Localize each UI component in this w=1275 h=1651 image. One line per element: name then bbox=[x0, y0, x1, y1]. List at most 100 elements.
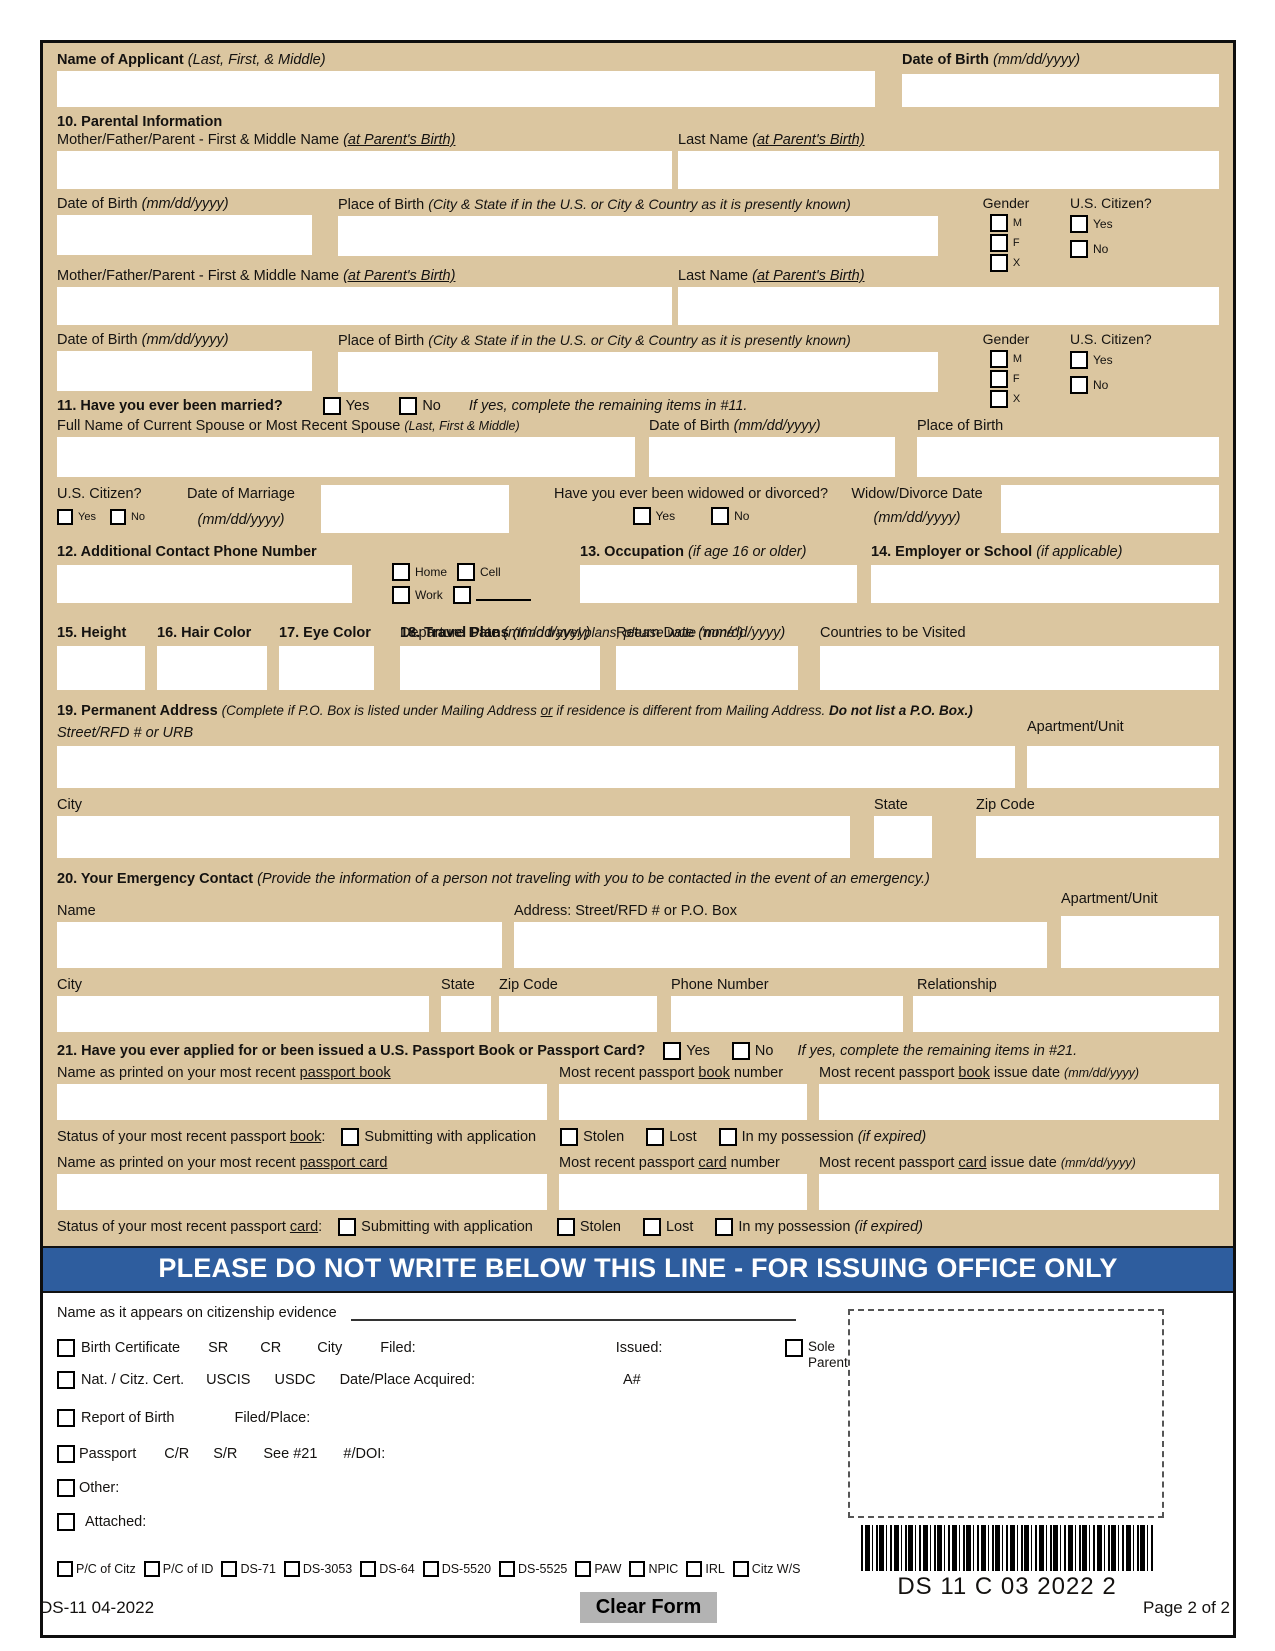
phone-other-checkbox[interactable] bbox=[452, 586, 471, 604]
emergency-phone-input[interactable] bbox=[671, 996, 903, 1032]
npic-checkbox[interactable] bbox=[629, 1561, 646, 1577]
other-checkbox[interactable] bbox=[57, 1479, 75, 1497]
card-submitting-checkbox[interactable] bbox=[338, 1218, 357, 1236]
book-number-input[interactable] bbox=[559, 1084, 807, 1120]
passport-evidence-checkbox[interactable] bbox=[57, 1445, 75, 1463]
perm-zip-input[interactable] bbox=[976, 816, 1219, 858]
employer-input[interactable] bbox=[871, 565, 1219, 603]
city-label: City bbox=[317, 1340, 343, 1356]
passport-no-checkbox[interactable] bbox=[731, 1042, 750, 1060]
widow-date-input[interactable] bbox=[1001, 485, 1219, 533]
pc-of-citz-checkbox[interactable] bbox=[57, 1561, 73, 1577]
perm-state-input[interactable] bbox=[874, 816, 932, 858]
passport-yes-checkbox[interactable] bbox=[663, 1042, 682, 1060]
emergency-name-input[interactable] bbox=[57, 922, 502, 968]
card-issue-input[interactable] bbox=[819, 1174, 1219, 1210]
spouse-citizen-yes-checkbox[interactable] bbox=[57, 509, 73, 525]
book-stolen-checkbox[interactable] bbox=[560, 1128, 579, 1146]
spouse-pob-label: Place of Birth bbox=[917, 418, 1004, 434]
emergency-apartment-input[interactable] bbox=[1061, 916, 1219, 968]
phone-home-checkbox[interactable] bbox=[392, 563, 410, 581]
paw-checkbox[interactable] bbox=[575, 1561, 592, 1577]
clear-form-button[interactable]: Clear Form bbox=[579, 1592, 718, 1623]
parent2-gender-x-checkbox[interactable] bbox=[989, 390, 1008, 408]
spouse-citizen-no-checkbox[interactable] bbox=[109, 509, 126, 525]
occupation-input[interactable] bbox=[580, 565, 857, 603]
ds-5520-checkbox[interactable] bbox=[422, 1561, 439, 1577]
spouse-dob-input[interactable] bbox=[649, 437, 895, 477]
parent2-gender-f-checkbox[interactable] bbox=[989, 370, 1008, 388]
spouse-name-input[interactable] bbox=[57, 437, 635, 477]
parent2-first-middle-input[interactable] bbox=[57, 287, 672, 325]
card-name-input[interactable] bbox=[57, 1174, 547, 1210]
attached-checkbox[interactable] bbox=[57, 1513, 75, 1531]
report-of-birth-checkbox[interactable] bbox=[57, 1409, 75, 1427]
card-possession-checkbox[interactable] bbox=[715, 1218, 734, 1236]
widowed-no-checkbox[interactable] bbox=[711, 507, 730, 525]
parent1-gender-m-checkbox[interactable] bbox=[989, 214, 1008, 232]
citizenship-evidence-line[interactable] bbox=[350, 1306, 796, 1321]
parent2-dob-input[interactable] bbox=[57, 351, 312, 391]
birth-certificate-checkbox[interactable] bbox=[57, 1339, 75, 1357]
ds-71-checkbox[interactable] bbox=[221, 1561, 238, 1577]
departure-date-input[interactable] bbox=[400, 646, 600, 690]
phone-work-checkbox[interactable] bbox=[392, 586, 410, 604]
parent1-first-middle-input[interactable] bbox=[57, 151, 672, 189]
parent1-pob-input[interactable] bbox=[338, 216, 938, 256]
book-possession-checkbox[interactable] bbox=[718, 1128, 737, 1146]
parent1-citizen-yes-checkbox[interactable] bbox=[1070, 215, 1088, 233]
card-lost-checkbox[interactable] bbox=[642, 1218, 661, 1236]
return-date-input[interactable] bbox=[616, 646, 798, 690]
height-input[interactable] bbox=[57, 646, 145, 690]
married-yes-checkbox[interactable] bbox=[322, 397, 341, 415]
parent2-last-input[interactable] bbox=[678, 287, 1219, 325]
parent2-gender-m-checkbox[interactable] bbox=[989, 350, 1008, 368]
parent2-pob-input[interactable] bbox=[338, 352, 938, 392]
sole-parent-checkbox[interactable] bbox=[785, 1339, 803, 1357]
card-stolen-checkbox[interactable] bbox=[556, 1218, 575, 1236]
irl-checkbox[interactable] bbox=[686, 1561, 703, 1577]
married-no-checkbox[interactable] bbox=[399, 397, 418, 415]
widowed-yes-checkbox[interactable] bbox=[632, 507, 651, 525]
parent2-last-label: Last Name bbox=[678, 268, 749, 284]
ds-5525-checkbox[interactable] bbox=[499, 1561, 516, 1577]
emergency-city-input[interactable] bbox=[57, 996, 429, 1032]
section13-title: 13. Occupation bbox=[580, 544, 684, 560]
citz-ws-checkbox[interactable] bbox=[732, 1561, 749, 1577]
marriage-date-input[interactable] bbox=[321, 485, 509, 533]
emergency-relationship-input[interactable] bbox=[913, 996, 1219, 1032]
card-number-input[interactable] bbox=[559, 1174, 807, 1210]
nat-citz-cert-checkbox[interactable] bbox=[57, 1371, 75, 1389]
applicant-dob-input[interactable] bbox=[902, 74, 1219, 107]
emergency-state-input[interactable] bbox=[441, 996, 491, 1032]
emergency-address-input[interactable] bbox=[514, 922, 1047, 968]
parent2-citizen-yes-checkbox[interactable] bbox=[1070, 351, 1088, 369]
perm-city-input[interactable] bbox=[57, 816, 850, 858]
applicant-name-input[interactable] bbox=[57, 71, 875, 107]
eye-color-input[interactable] bbox=[279, 646, 374, 690]
spouse-pob-input[interactable] bbox=[917, 437, 1219, 477]
book-name-input[interactable] bbox=[57, 1084, 547, 1120]
parent2-citizen-no-checkbox[interactable] bbox=[1070, 376, 1088, 394]
ds-64-checkbox[interactable] bbox=[360, 1561, 377, 1577]
emergency-zip-input[interactable] bbox=[499, 996, 657, 1032]
street-input[interactable] bbox=[57, 746, 1015, 788]
apartment-input[interactable] bbox=[1027, 746, 1219, 788]
phone-cell-checkbox[interactable] bbox=[457, 563, 476, 581]
parent1-last-input[interactable] bbox=[678, 151, 1219, 189]
parent1-first-middle-label: Mother/Father/Parent - First & Middle Na… bbox=[57, 132, 340, 148]
parent1-gender-f-checkbox[interactable] bbox=[989, 234, 1008, 252]
book-submitting-checkbox[interactable] bbox=[341, 1128, 360, 1146]
parent1-citizen-no-checkbox[interactable] bbox=[1070, 240, 1088, 258]
parent1-dob-input[interactable] bbox=[57, 215, 312, 255]
hair-color-input[interactable] bbox=[157, 646, 267, 690]
parent2-first-middle-label: Mother/Father/Parent - First & Middle Na… bbox=[57, 268, 340, 284]
book-issue-input[interactable] bbox=[819, 1084, 1219, 1120]
street-label: Street/RFD # or URB bbox=[57, 725, 194, 741]
parent1-gender-x-checkbox[interactable] bbox=[989, 254, 1008, 272]
contact-phone-input[interactable] bbox=[57, 565, 352, 603]
book-lost-checkbox[interactable] bbox=[646, 1128, 665, 1146]
countries-input[interactable] bbox=[820, 646, 1219, 690]
pc-of-id-checkbox[interactable] bbox=[143, 1561, 160, 1577]
ds-3053-checkbox[interactable] bbox=[283, 1561, 300, 1577]
